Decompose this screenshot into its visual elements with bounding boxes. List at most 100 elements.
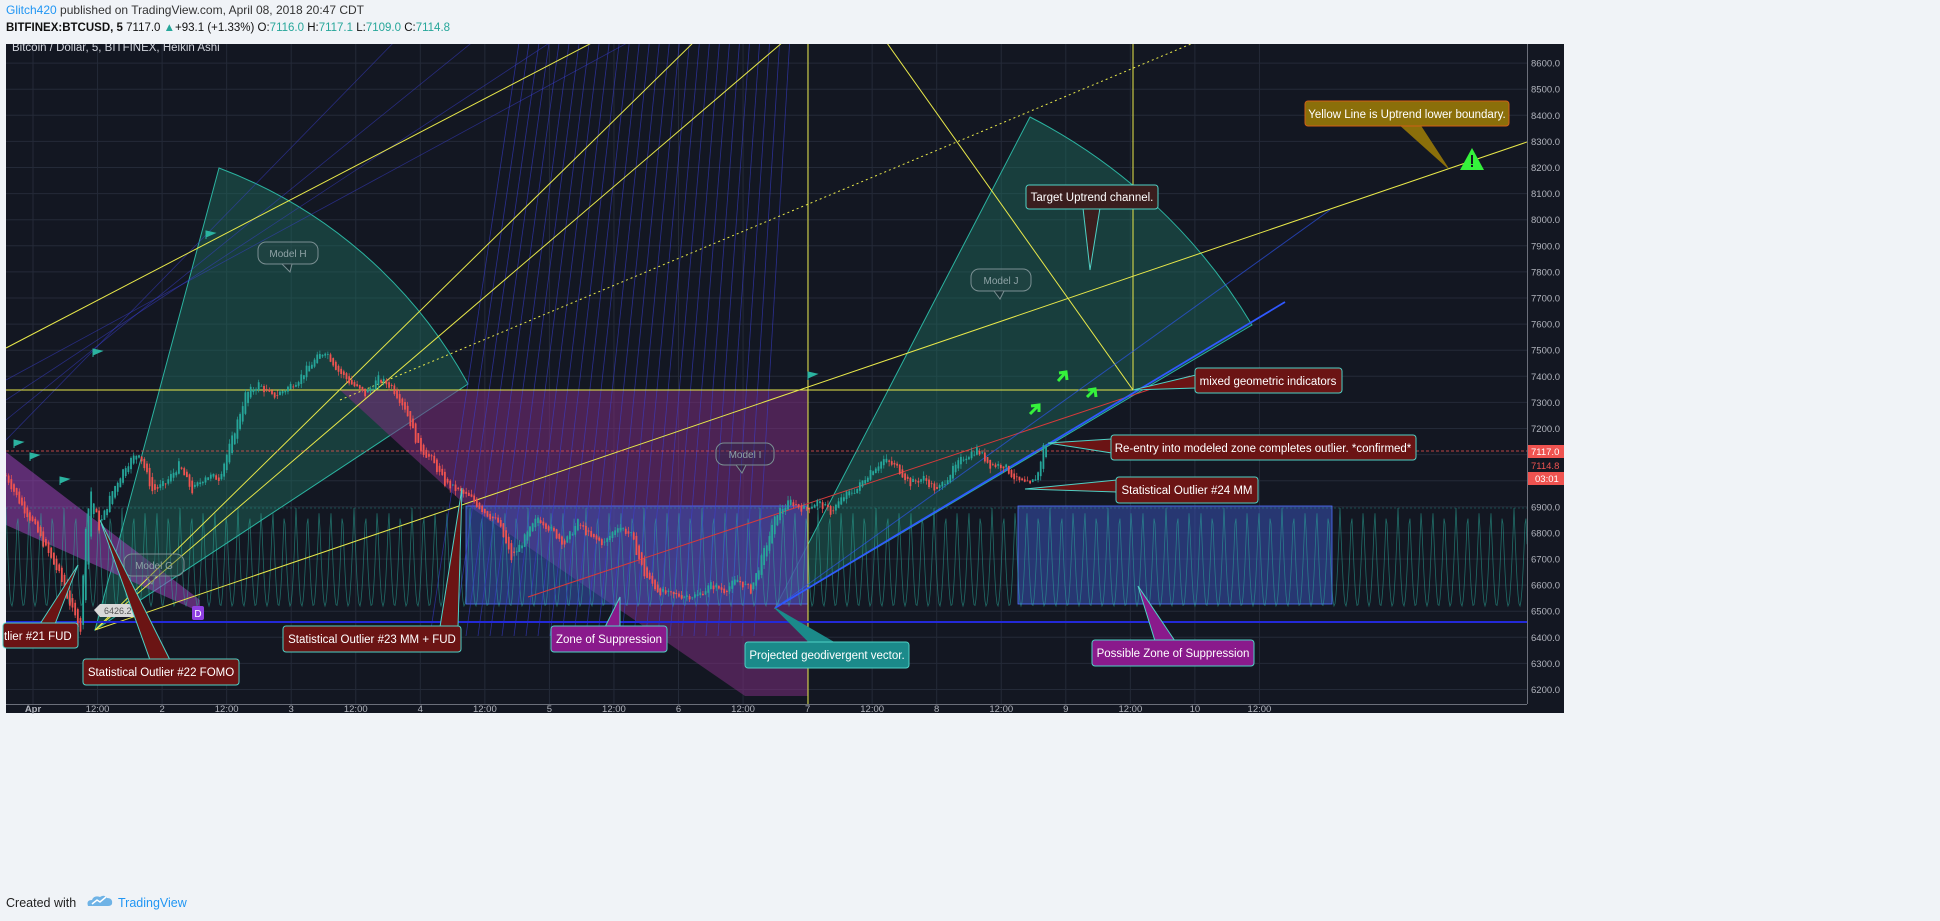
- footer: Created with TradingView: [0, 880, 1940, 921]
- candle-body: [755, 573, 758, 586]
- author-link[interactable]: Glitch420: [6, 3, 57, 17]
- candle-body: [380, 380, 382, 383]
- blue-fan-line: [573, 44, 640, 637]
- callout-outlier-22-box: [82, 658, 240, 686]
- candle-body: [874, 468, 877, 474]
- candle-body: [247, 391, 249, 404]
- candle-body: [526, 531, 529, 541]
- model-h-bubble[interactable]: Model H: [257, 241, 319, 273]
- callout-outlier-23[interactable]: Statistical Outlier #23 MM + FUD: [282, 487, 463, 653]
- time-tick-label: 12:00: [860, 704, 884, 715]
- callout-mixed-indicators-box: [1194, 367, 1343, 394]
- model-i-bubble[interactable]: Model I: [715, 442, 775, 474]
- candle-body: [882, 459, 885, 466]
- candle-body: [792, 502, 795, 506]
- candle-body: [917, 480, 920, 483]
- candle-body: [683, 596, 686, 598]
- candle-body: [225, 454, 228, 471]
- callout-mixed-indicators[interactable]: mixed geometric indicators: [1132, 367, 1343, 394]
- candle-body: [265, 389, 268, 390]
- candle-body: [1002, 466, 1005, 469]
- candle-body: [140, 456, 143, 462]
- candle-body: [728, 586, 731, 592]
- price-tick-label: 6900.0: [1531, 502, 1560, 513]
- candle-body: [667, 590, 670, 592]
- candle-body: [82, 575, 85, 625]
- candle-body: [71, 598, 74, 608]
- candle-body: [707, 585, 710, 593]
- callout-target-channel-text: Target Uptrend channel.: [1031, 192, 1154, 204]
- callout-outlier-21[interactable]: tlier #21 FUD: [2, 564, 79, 649]
- candle-body: [428, 453, 430, 457]
- candle-body: [1029, 480, 1031, 484]
- callout-yellow-line[interactable]: Yellow Line is Uptrend lower boundary.: [1304, 100, 1510, 169]
- arrow-up-icon: [1085, 387, 1098, 399]
- candle-body: [949, 475, 952, 483]
- candle-body: [114, 486, 116, 498]
- candle-body: [217, 477, 220, 482]
- d-marker[interactable]: D: [192, 606, 204, 620]
- candle-body: [731, 580, 734, 589]
- candle-body: [457, 487, 460, 490]
- candle-body: [760, 555, 763, 575]
- candle-body: [595, 535, 598, 540]
- candle-body: [569, 531, 571, 540]
- model-g-bubble[interactable]: Model G: [123, 553, 185, 585]
- blue-fan-line: [609, 44, 670, 637]
- callout-target-channel[interactable]: Target Uptrend channel.: [1025, 184, 1159, 271]
- candle-body: [425, 449, 428, 458]
- candle-body: [608, 535, 611, 541]
- candle-body: [295, 384, 297, 387]
- price-chart[interactable]: Model H Model G Model I Model J 6426.2 D: [0, 44, 1940, 880]
- candle-body: [398, 394, 401, 404]
- candle-body: [550, 527, 553, 529]
- callout-outlier-24[interactable]: Statistical Outlier #24 MM: [1024, 476, 1259, 504]
- blue-fan-line: [741, 44, 780, 637]
- symbol-name[interactable]: BITFINEX:BTCUSD, 5: [6, 22, 123, 34]
- callout-projected-vector-text: Projected geodivergent vector.: [749, 650, 904, 662]
- last-price-tag: [1528, 445, 1564, 458]
- plot-area[interactable]: Model H Model G Model I Model J 6426.2 D: [5, 44, 1527, 704]
- candle-body: [749, 584, 752, 594]
- callout-outlier-22[interactable]: Statistical Outlier #22 FOMO: [82, 519, 240, 686]
- candle-body: [523, 534, 526, 547]
- callout-possible-zone[interactable]: Possible Zone of Suppression: [1091, 585, 1255, 667]
- warning-icon: [1460, 148, 1484, 170]
- tradingview-logo-icon[interactable]: [86, 894, 114, 908]
- tradingview-brand-link[interactable]: TradingView: [118, 896, 187, 910]
- candle-body: [1013, 473, 1016, 480]
- candle-body: [936, 486, 938, 489]
- callout-reentry[interactable]: Re-entry into modeled zone completes out…: [1047, 434, 1417, 461]
- candle-body: [42, 531, 45, 547]
- callout-projected-vector[interactable]: Projected geodivergent vector.: [744, 607, 910, 669]
- candle-body: [712, 585, 715, 590]
- candle-body: [284, 390, 287, 393]
- candle-body: [84, 528, 87, 601]
- candle-body: [829, 505, 832, 515]
- callout-reentry-text: Re-entry into modeled zone completes out…: [1115, 443, 1412, 455]
- callout-zone-suppression[interactable]: Zone of Suppression: [550, 596, 668, 653]
- candle-body: [845, 491, 848, 500]
- time-axis[interactable]: Apr 12:00 2 12:00 3 12:00 4 12:00 5 12:00 6 12:00 7 1…: [6, 704, 1527, 715]
- model-j-bubble-box: [970, 268, 1032, 292]
- candle-body: [124, 468, 127, 477]
- candle-body: [273, 392, 276, 398]
- blue-fan-line: [6, 44, 627, 381]
- candle-body: [542, 521, 545, 526]
- candle-body: [765, 545, 768, 557]
- time-tick-label: 7: [805, 704, 810, 715]
- model-j-bubble[interactable]: Model J: [970, 268, 1032, 300]
- candle-body: [803, 506, 805, 509]
- price-axis[interactable]: 8700.08600.08500.08400.08300.08200.08100…: [1527, 44, 1564, 713]
- warning-mark: [1471, 155, 1473, 164]
- candle-body: [965, 458, 968, 461]
- candle-body: [563, 540, 566, 545]
- candle-body: [741, 581, 744, 588]
- price-tick-label: 7400.0: [1531, 372, 1560, 383]
- candle-body: [821, 502, 824, 509]
- time-tick-label: 12:00: [989, 704, 1013, 715]
- flag-icon: [205, 230, 217, 239]
- time-tick-label: 3: [289, 704, 294, 715]
- candle-body: [962, 459, 965, 461]
- candle-body: [467, 492, 470, 496]
